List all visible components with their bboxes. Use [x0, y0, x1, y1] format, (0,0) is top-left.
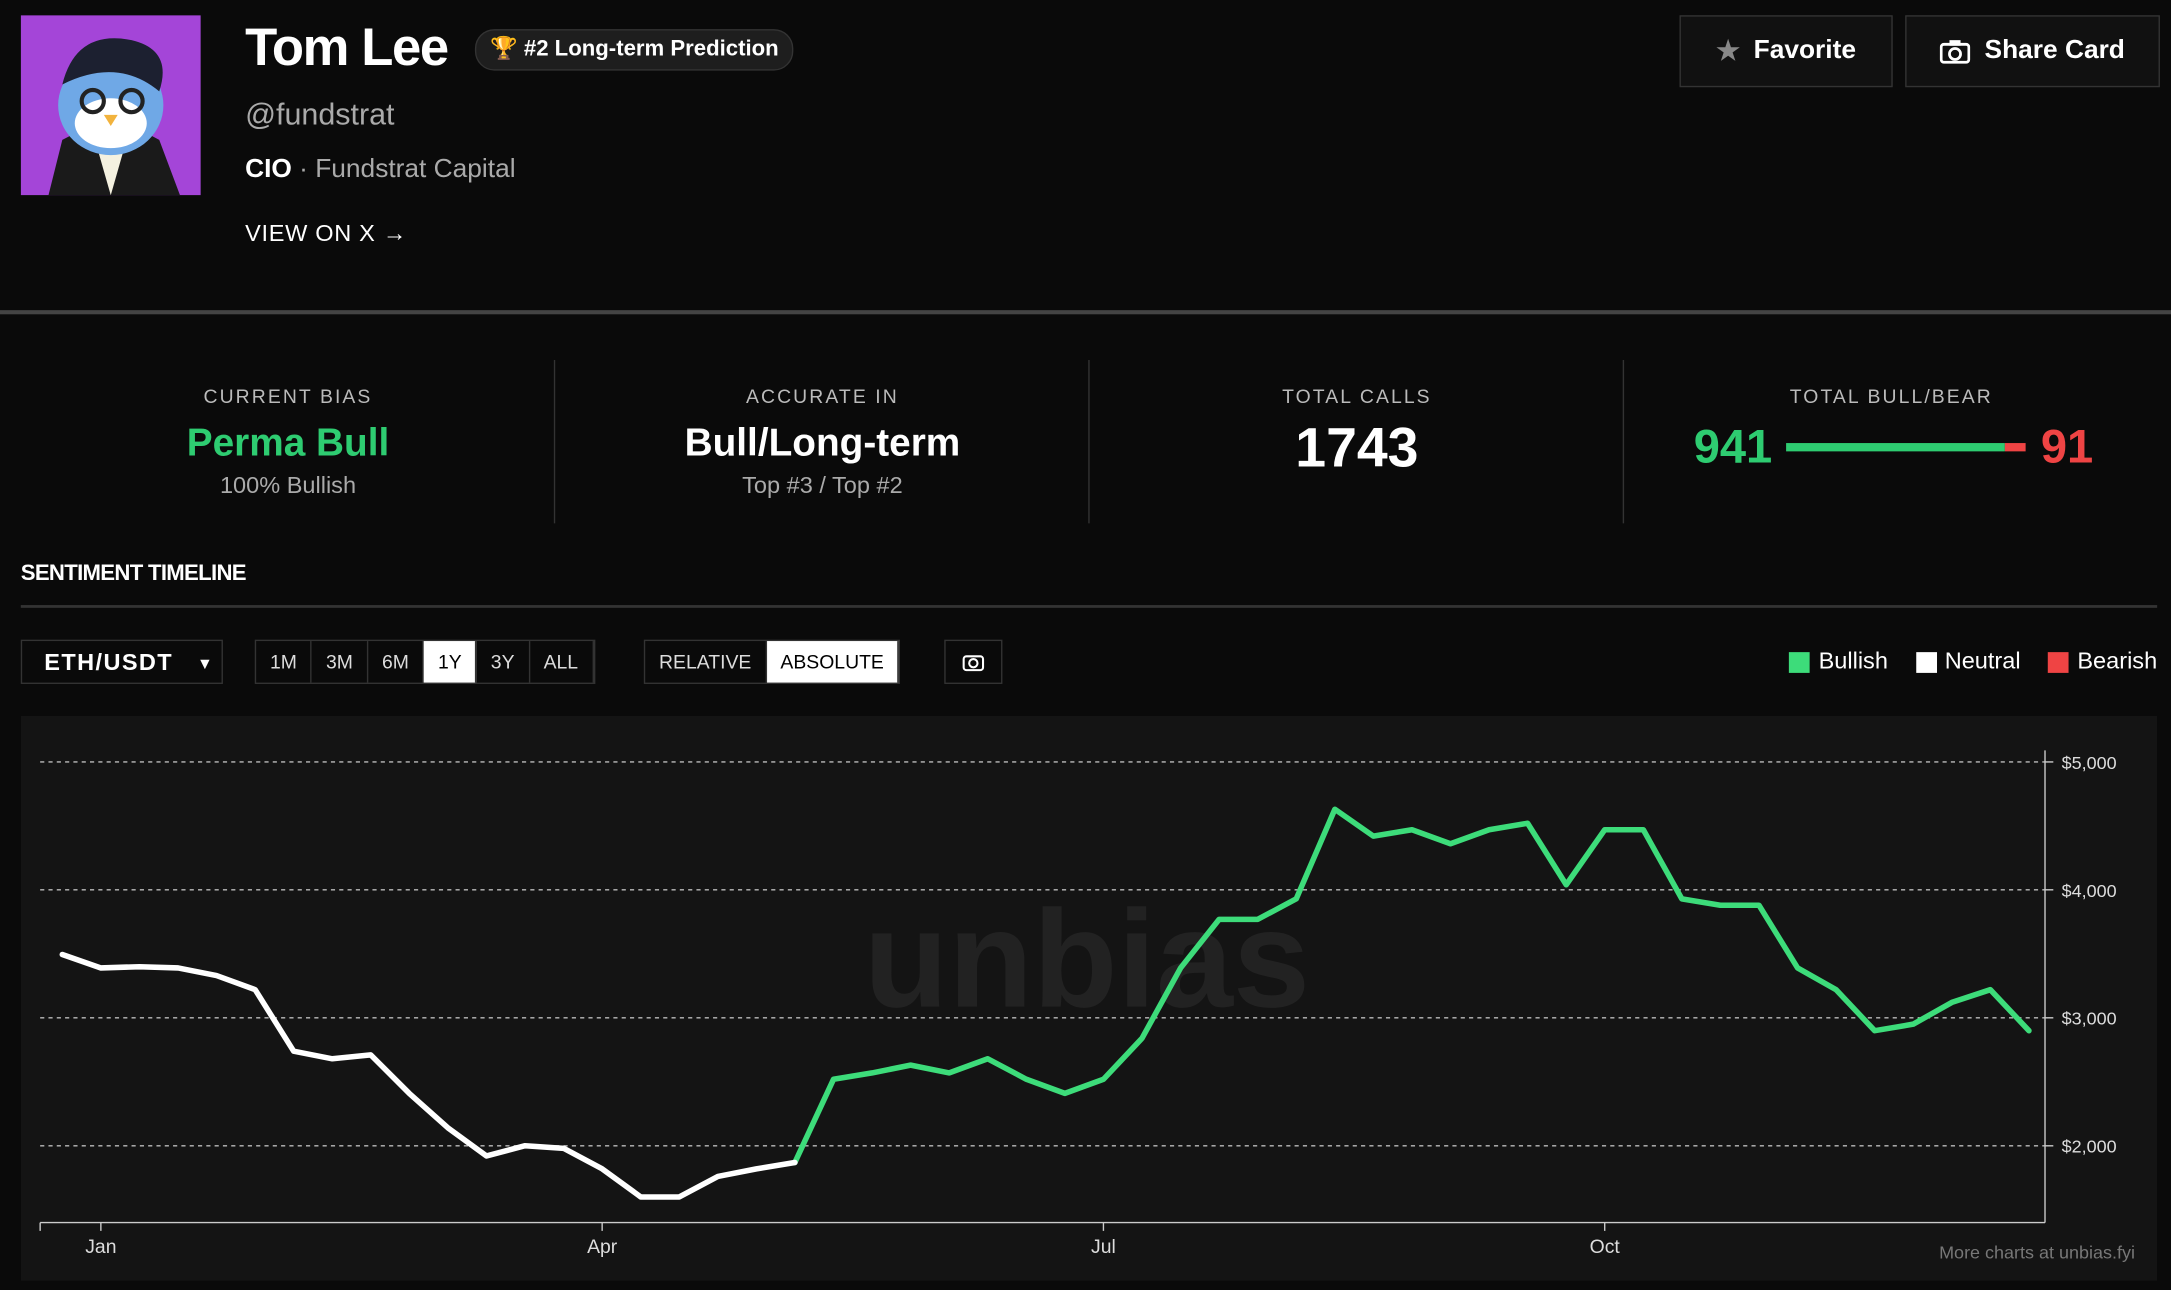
badge-text: #2 Long-term Prediction [523, 37, 779, 61]
y-tick-label: $4,000 [2062, 881, 2117, 901]
y-tick-label: $3,000 [2062, 1009, 2117, 1029]
mode-group: RELATIVE ABSOLUTE [643, 639, 901, 684]
price-line [792, 806, 2032, 1166]
legend-label: Neutral [1944, 647, 2021, 675]
footer: More charts at unbias.fyi [1939, 1243, 2135, 1263]
legend-item: Bullish [1789, 647, 1888, 676]
legend-swatch [2048, 651, 2070, 673]
chart: unbias More charts at unbias.fyi $2,000 $… [20, 715, 2158, 1281]
legend-label: Bullish [1818, 647, 1888, 675]
divider [20, 605, 2158, 608]
mode-button[interactable]: ABSOLUTE [766, 641, 900, 683]
bull-bar [1786, 443, 2005, 452]
badge: 🏆 #2 Long-term Prediction [474, 29, 794, 71]
handle: @fundstrat [245, 96, 395, 132]
bear-count: 91 [2040, 420, 2094, 474]
pair-select[interactable]: ETH/USDT ▾ [20, 639, 223, 684]
share-button[interactable]: Share Card [1905, 15, 2160, 88]
range-button[interactable]: 1Y [424, 641, 477, 683]
favorite-button[interactable]: ★ Favorite [1679, 15, 1893, 88]
profile-name: Tom Lee [245, 19, 449, 78]
chevron: ▾ [200, 653, 211, 673]
legend: Bullish Neutral Bearish [1789, 648, 2157, 676]
y-tick-label: $5,000 [2062, 753, 2117, 773]
stat-label: TOTAL CALLS [1282, 384, 1432, 408]
stat-sub: Top #3 / Top #2 [742, 472, 903, 499]
price-line [59, 951, 798, 1200]
stat-sub: 100% Bullish [219, 472, 357, 499]
bull-count: 941 [1693, 420, 1773, 474]
section-title: SENTIMENT TIMELINE [20, 562, 247, 586]
legend-label: Bearish [2077, 647, 2158, 675]
stat-label: TOTAL BULL/BEAR [1789, 384, 1993, 408]
camera-icon [962, 655, 985, 672]
role: CIO [245, 155, 292, 185]
stat-label: CURRENT BIAS [203, 384, 373, 408]
bull-bear-bar [1786, 443, 2026, 452]
stat-label: ACCURATE IN [746, 384, 899, 408]
watermark: unbias [864, 883, 1310, 1037]
x-tick-label: Jan [85, 1236, 116, 1258]
pair: ETH/USDT [44, 649, 174, 676]
range-button[interactable]: 3Y [477, 641, 530, 683]
legend-swatch [1915, 651, 1937, 673]
divider [1088, 359, 1090, 524]
range-button[interactable]: 6M [368, 641, 425, 683]
legend-item: Neutral [1915, 647, 2021, 676]
legend-item: Bearish [2048, 648, 2157, 676]
camera-icon [1940, 40, 1971, 64]
x-tick-label: Apr [587, 1236, 618, 1258]
favorite-label: Favorite [1753, 35, 1856, 66]
bear-bar [2004, 443, 2026, 452]
role-line: CIO · Fundstrat Capital [245, 155, 516, 185]
divider [553, 359, 556, 524]
star-icon: ★ [1716, 36, 1740, 66]
range-button[interactable]: ALL [530, 641, 594, 683]
x-tick-label: Jul [1091, 1236, 1116, 1258]
stat-value: 1743 [1295, 418, 1419, 480]
avatar [20, 15, 201, 196]
range-button[interactable]: 1M [256, 641, 313, 683]
company: Fundstrat Capital [315, 155, 516, 185]
x-tick-label: Oct [1590, 1236, 1621, 1258]
divider [1622, 359, 1625, 524]
y-tick-label: $2,000 [2062, 1137, 2117, 1157]
share-label: Share Card [1984, 35, 2125, 66]
stat-value: Bull/Long-term [684, 420, 961, 464]
view-link[interactable]: VIEW ON X → [245, 220, 408, 247]
range-group: 1M 3M 6M 1Y 3Y ALL [254, 639, 595, 684]
mode-button[interactable]: RELATIVE [645, 641, 767, 683]
range-button[interactable]: 3M [312, 641, 369, 683]
divider [0, 310, 2171, 315]
stat-value: Perma Bull [186, 420, 390, 464]
legend-swatch [1789, 651, 1811, 673]
snapshot-button[interactable] [944, 639, 1003, 684]
